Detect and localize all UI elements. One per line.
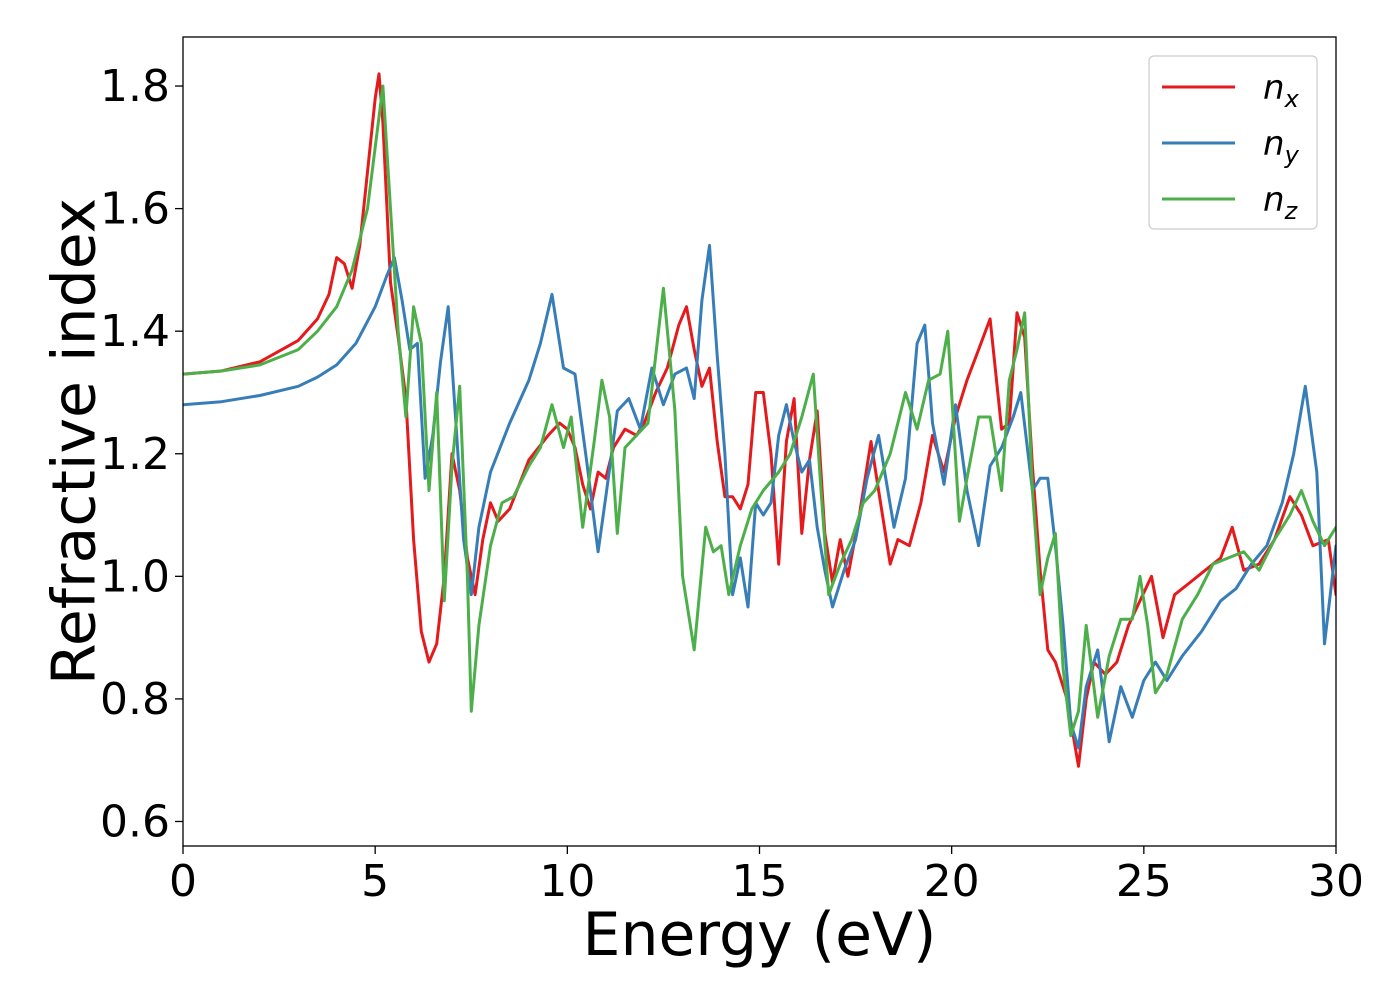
legend-entry-nx: nx xyxy=(1162,68,1300,113)
y-tick-label: 1.2 xyxy=(100,429,170,480)
y-tick-label: 0.6 xyxy=(100,796,170,847)
series-layer xyxy=(183,72,1336,768)
x-tick-label: 15 xyxy=(732,856,788,907)
y-tick-label: 0.8 xyxy=(100,674,170,725)
series-line-ny xyxy=(183,243,1336,750)
x-tick-label: 0 xyxy=(169,856,197,907)
x-tick-label: 5 xyxy=(361,856,389,907)
x-tick-label: 25 xyxy=(1116,856,1172,907)
legend-label: nz xyxy=(1263,180,1299,225)
x-tick-label: 20 xyxy=(924,856,980,907)
y-tick-label: 1.0 xyxy=(100,551,170,602)
y-axis-title: Refractive index xyxy=(40,198,110,685)
legend-label: ny xyxy=(1263,124,1300,169)
x-axis-title: Energy (eV) xyxy=(583,900,937,970)
legend-entry-ny: ny xyxy=(1162,124,1300,169)
legend-entry-nz: nz xyxy=(1162,180,1299,225)
legend-label: nx xyxy=(1263,68,1300,113)
y-tick-label: 1.8 xyxy=(100,61,170,112)
y-tick-label: 1.6 xyxy=(100,184,170,235)
x-tick-label: 30 xyxy=(1308,856,1364,907)
x-tick-label: 10 xyxy=(539,856,595,907)
y-tick-label: 1.4 xyxy=(100,306,170,357)
legend: nx ny nz xyxy=(1148,55,1318,230)
series-line-nz xyxy=(183,84,1336,738)
ticks-layer: 0 5 10 15 20 25 30 0.6 0.8 1.0 1.2 1.4 1.6 1.8 xyxy=(100,61,1364,907)
